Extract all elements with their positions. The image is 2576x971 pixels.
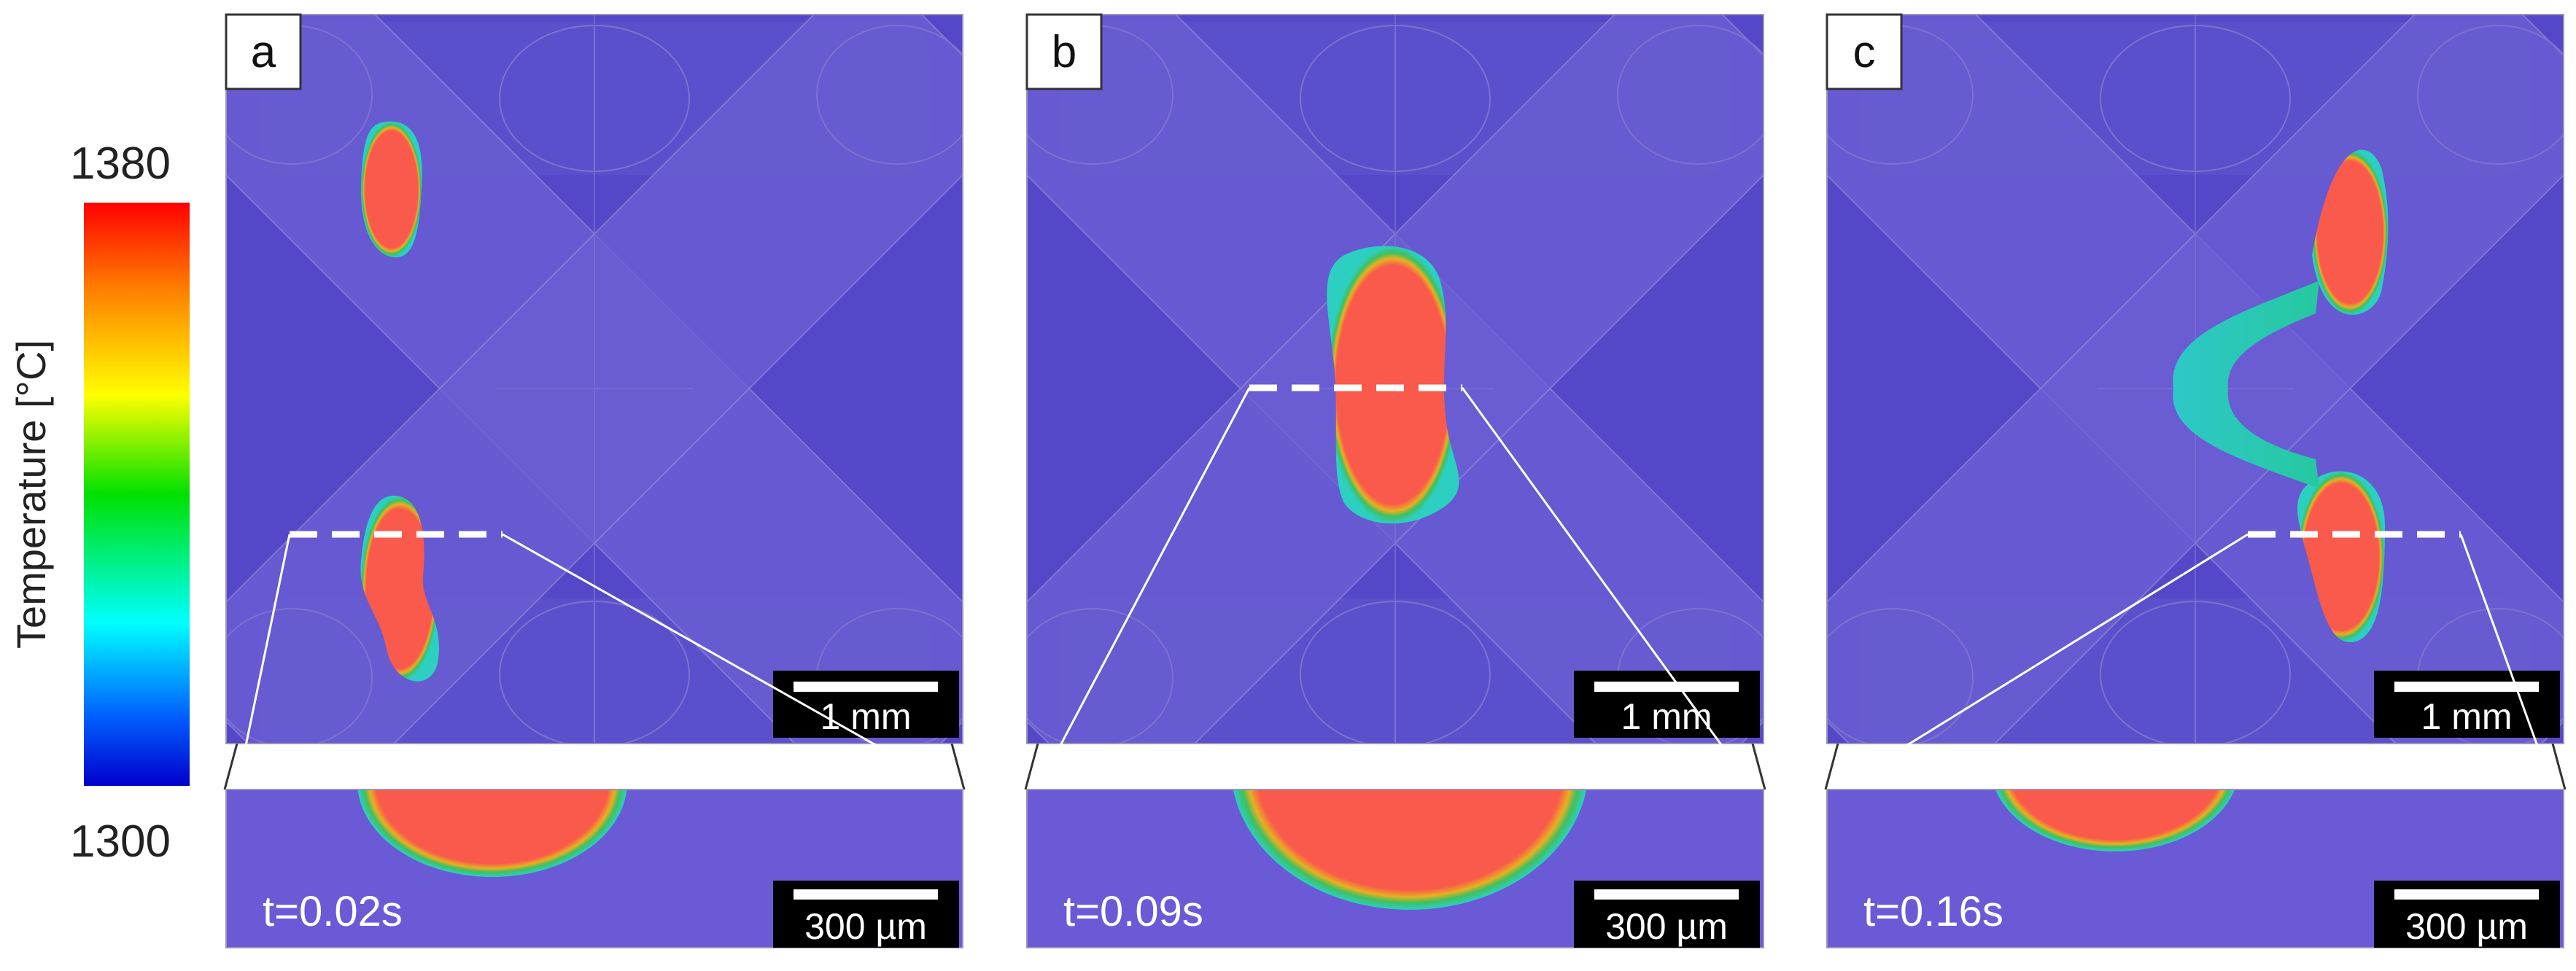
connector-gap-left [1824, 743, 1839, 790]
zoom-melt-pool [1233, 789, 1587, 910]
panel-view-border [225, 14, 963, 744]
scale-bar-bottom [1594, 889, 1739, 900]
connector-left [1837, 533, 2249, 789]
colorbar: 1380 1300 Temperature [°C] [8, 139, 190, 867]
scale-bar-top [2394, 682, 2539, 692]
melt-pool-lower [2297, 471, 2385, 642]
zoom-content [357, 789, 627, 877]
scale-bar-top [1594, 682, 1739, 692]
scale-bar-label-bottom: 300 µm [1605, 906, 1728, 947]
connector-gap-left [223, 743, 238, 790]
connector-gap-right [2551, 743, 2567, 790]
contour-ellipse [226, 608, 373, 744]
time-label: t=0.02s [263, 888, 403, 935]
contour-ellipse [1027, 608, 1173, 744]
colorbar-gradient [84, 203, 190, 786]
melt-pool-upper [2312, 149, 2389, 315]
scale-bar-label-top: 1 mm [2421, 696, 2513, 737]
panel-view-border [1826, 14, 2564, 744]
zoom-border [225, 789, 963, 948]
scale-bar-label-bottom: 300 µm [2405, 906, 2528, 947]
scale-bar-label-bottom: 300 µm [804, 906, 927, 947]
time-label: t=0.09s [1063, 888, 1203, 935]
connector-right [2459, 534, 2554, 789]
connector-gap-right [950, 743, 966, 790]
panel-label: a [251, 27, 276, 77]
panel-view-content [1827, 15, 2564, 744]
panel-label: c [1853, 27, 1876, 77]
colorbar-min-label: 1300 [70, 816, 171, 867]
panel-c: c 1 mm t=0.16s 300 µm [1824, 13, 2567, 948]
panels: a 1 mm t=0.02s 300 µm b 1 mm t=0.09s 300 µm c 1 m… [223, 13, 2567, 948]
connector-gap-left [1024, 743, 1039, 790]
zoom-border [1026, 789, 1764, 948]
connector-gap-right [1751, 743, 1766, 790]
connector-left [236, 534, 291, 789]
scale-bar-label-top: 1 mm [1621, 696, 1712, 737]
scale-bar-bottom [794, 889, 938, 900]
panel-b: b 1 mm t=0.09s 300 µm [1024, 13, 1766, 948]
panel-label: b [1052, 27, 1076, 77]
panel-view-border [1026, 14, 1764, 744]
melt-pool-lower [360, 496, 439, 682]
scale-bar-bottom [2394, 889, 2539, 900]
contour-ellipse [2417, 25, 2564, 165]
panel-label-box [225, 13, 302, 90]
zoom-border [1826, 789, 2564, 948]
colorbar-title: Temperature [°C] [8, 340, 54, 649]
scale-bar-top [794, 682, 938, 692]
zoom-melt-pool [357, 789, 627, 877]
zoom-content [1995, 789, 2235, 851]
panel-label-box [1025, 13, 1103, 90]
scale-bar-label-top: 1 mm [820, 696, 912, 737]
contour-ellipse [1617, 25, 1764, 165]
panel-a: a 1 mm t=0.02s 300 µm [223, 13, 966, 948]
connector-right [1461, 387, 1754, 789]
connector-right [502, 533, 953, 789]
melt-pool-upper [360, 121, 422, 257]
panel-view-content [226, 15, 963, 744]
connector-left [1036, 387, 1251, 789]
zoom-content [1233, 789, 1587, 910]
colorbar-max-label: 1380 [70, 139, 171, 189]
zoom-melt-pool [1995, 789, 2235, 851]
contour-ellipse [1827, 608, 1974, 744]
panel-label-box [1826, 13, 1903, 90]
melt-neck [2173, 281, 2319, 488]
contour-ellipse [816, 25, 963, 165]
time-label: t=0.16s [1863, 888, 2003, 935]
